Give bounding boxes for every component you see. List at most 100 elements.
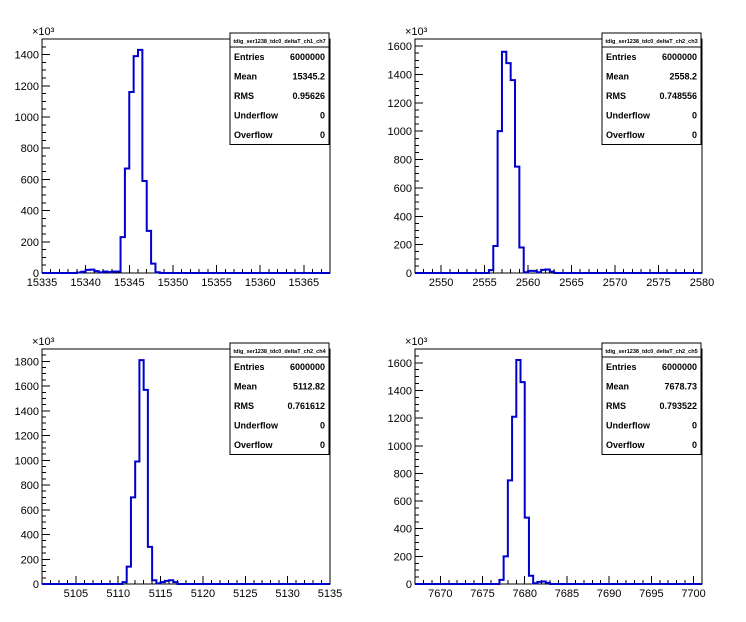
stats-value: 7678.73 <box>664 382 697 392</box>
x-tick-label: 15350 <box>158 277 189 289</box>
y-tick-label: 1200 <box>15 81 39 93</box>
y-tick-label: 1000 <box>15 112 39 124</box>
y-tick-label: 1200 <box>388 98 412 110</box>
y-axis-exponent: ×10³ <box>405 336 428 348</box>
stats-label: Mean <box>606 72 629 82</box>
histogram-series <box>415 359 702 585</box>
histogram-bin <box>142 181 146 273</box>
y-tick-label: 600 <box>21 174 39 186</box>
x-tick-label: 7690 <box>597 588 621 600</box>
y-tick-label: 200 <box>394 551 412 563</box>
x-tick-label: 5130 <box>275 588 299 600</box>
stats-value: 0.793522 <box>659 401 697 411</box>
y-tick-label: 1800 <box>15 356 39 368</box>
x-tick-label: 5125 <box>233 588 257 600</box>
histogram-series <box>42 359 330 585</box>
x-tick-label: 15355 <box>201 277 232 289</box>
histogram-bin <box>516 360 520 584</box>
stats-label: Mean <box>234 382 257 392</box>
x-tick-label: 15360 <box>245 277 276 289</box>
histogram-bin <box>169 580 173 584</box>
y-tick-label: 800 <box>21 143 39 155</box>
x-tick-label: 7670 <box>428 588 452 600</box>
x-tick-label: 7700 <box>681 588 705 600</box>
y-tick-label: 200 <box>394 240 412 252</box>
x-tick-label: 2550 <box>429 277 453 289</box>
histogram-bin <box>125 168 129 273</box>
stats-value: 0.748556 <box>659 91 697 101</box>
y-tick-label: 200 <box>21 554 39 566</box>
x-tick-label: 15365 <box>289 277 320 289</box>
histogram-bin <box>147 231 151 273</box>
stats-label: Entries <box>234 362 265 372</box>
histogram-pad-ch2-ch3: 2550 2555 2560 2565 2570 2575 2580 0 200 400 600 80… <box>388 26 715 289</box>
histogram-bin <box>533 583 537 584</box>
histogram-series <box>415 50 702 274</box>
stats-label: Overflow <box>606 130 646 140</box>
stats-value: 0 <box>320 111 325 121</box>
stats-value: 0 <box>320 130 325 140</box>
x-tick-label: 5135 <box>318 588 342 600</box>
histogram-bin <box>122 582 126 584</box>
stats-label: Entries <box>234 52 265 62</box>
stats-value: 0 <box>692 421 697 431</box>
y-tick-label: 1400 <box>15 406 39 418</box>
histogram-bin <box>515 167 519 273</box>
stats-value: 0 <box>692 440 697 450</box>
stats-label: Mean <box>234 72 257 82</box>
histogram-bin <box>90 270 94 273</box>
y-tick-label: 1200 <box>388 413 412 425</box>
x-tick-label: 2580 <box>690 277 714 289</box>
x-tick-label: 7680 <box>512 588 536 600</box>
stats-label: RMS <box>606 401 626 411</box>
histogram-bin <box>144 390 148 584</box>
x-tick-label: 7685 <box>555 588 579 600</box>
stats-label: Entries <box>606 362 637 372</box>
stats-value: 6000000 <box>662 52 697 62</box>
histogram-bin <box>537 272 541 273</box>
x-tick-label: 7695 <box>639 588 663 600</box>
stats-label: Overflow <box>606 440 646 450</box>
histogram-bin <box>528 271 532 273</box>
stats-value: 0 <box>692 130 697 140</box>
stats-label: RMS <box>606 91 626 101</box>
stats-title: tdig_ser1238_tdc0_deltaT_ch2_ch3 <box>605 39 697 45</box>
x-tick-label: 5115 <box>149 588 173 600</box>
histogram-pad-ch1-ch7: 15335 15340 15345 15350 15355 15360 15365 0 200 4… <box>15 26 331 289</box>
y-tick-label: 800 <box>394 155 412 167</box>
y-tick-label: 1400 <box>15 50 39 62</box>
histogram-bin <box>537 582 541 584</box>
histogram-bin <box>81 272 85 273</box>
y-tick-label: 0 <box>33 268 39 280</box>
stats-value: 0 <box>320 421 325 431</box>
stats-label: RMS <box>234 401 254 411</box>
y-tick-label: 0 <box>406 579 412 591</box>
x-tick-label: 2555 <box>472 277 496 289</box>
histogram-bin <box>86 270 90 273</box>
y-tick-label: 600 <box>394 183 412 195</box>
histogram-bin <box>173 582 177 584</box>
x-tick-label: 15345 <box>114 277 145 289</box>
y-tick-label: 400 <box>21 530 39 542</box>
histogram-bin <box>148 547 152 584</box>
y-tick-label: 0 <box>406 268 412 280</box>
histogram-bin <box>508 480 512 584</box>
x-tick-label: 15340 <box>70 277 101 289</box>
histogram-bin <box>129 92 133 273</box>
stats-title: tdig_ser1238_tdc0_deltaT_ch2_ch4 <box>233 349 326 355</box>
y-tick-label: 1400 <box>388 69 412 81</box>
histogram-bin <box>139 360 143 584</box>
stats-value: 6000000 <box>662 362 697 372</box>
y-tick-label: 600 <box>394 496 412 508</box>
stats-value: 15345.2 <box>292 72 325 82</box>
histogram-bin <box>161 582 165 584</box>
x-tick-label: 2575 <box>646 277 670 289</box>
stats-label: Mean <box>606 382 629 392</box>
histogram-bin <box>502 52 506 273</box>
histogram-bin <box>504 556 508 584</box>
histogram-bin <box>151 264 155 273</box>
stats-label: Underflow <box>234 111 279 121</box>
histogram-bin <box>545 269 549 273</box>
stats-value: 5112.82 <box>293 382 325 392</box>
histogram-bin <box>103 271 107 273</box>
